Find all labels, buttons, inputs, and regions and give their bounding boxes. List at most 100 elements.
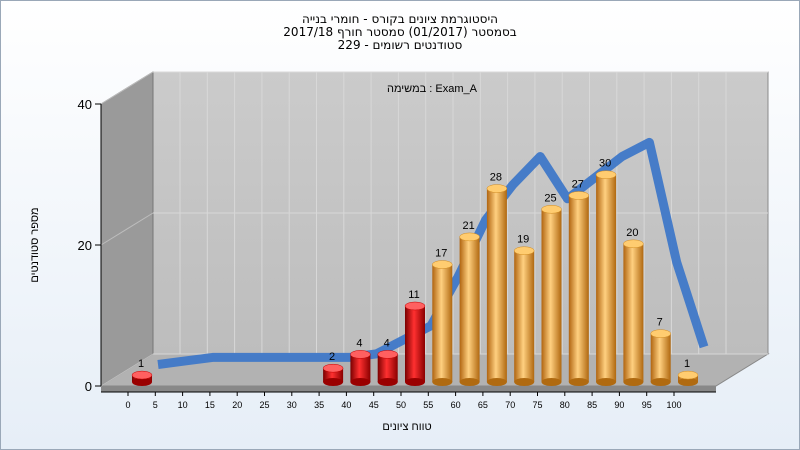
bar-base	[132, 378, 152, 386]
bar-top	[513, 246, 535, 255]
bar-body	[405, 306, 425, 382]
y-axis-label: מספר סטודנטים	[29, 207, 41, 282]
bar-base	[405, 378, 425, 386]
x-tick-label: 20	[232, 400, 242, 410]
bar-value-label: 25	[544, 192, 556, 204]
bar-50: 11	[404, 289, 426, 386]
bar-top	[350, 350, 371, 359]
bar-body	[377, 354, 398, 382]
bar-body	[432, 264, 453, 382]
x-tick-label: 55	[423, 400, 433, 410]
bar-top	[131, 370, 153, 380]
bar-0: 1	[131, 358, 153, 386]
bar-base	[323, 378, 344, 386]
x-tick-label: 45	[369, 400, 379, 410]
x-tick-label: 5	[153, 400, 158, 410]
bar-base	[623, 378, 644, 386]
y-tick-label: 20	[78, 238, 92, 253]
bar-body	[596, 174, 617, 382]
x-tick-label: 90	[614, 400, 624, 410]
bar-body	[486, 188, 507, 382]
bar-value-label: 4	[356, 337, 362, 349]
chart-title-line-2: בסמסטר (01/2017) סמסטר חורף 2017/18	[283, 25, 517, 39]
bar-base	[350, 378, 371, 386]
x-tick-label: 40	[341, 400, 351, 410]
grid-line-side	[100, 353, 154, 387]
x-tick-label: 75	[532, 400, 542, 410]
chart-title-line-1: היסטוגרמת ציונים בקורס - חומרי בנייה	[302, 12, 498, 26]
bar-base	[596, 378, 617, 386]
bar-value-label: 17	[435, 248, 447, 260]
bar-body	[514, 250, 535, 382]
axes: 0 20 40 0 5 10 15 20 25 30 35 40 45 50 55 60 65 70 75 80 85 9…	[78, 97, 716, 410]
bar-top	[541, 205, 562, 214]
bar-value-label: 28	[490, 172, 502, 184]
y-tick-label: 0	[85, 379, 92, 394]
bar-body	[623, 243, 644, 382]
bar-75: 25	[541, 192, 562, 386]
bar-base	[377, 378, 398, 386]
bar-value-label: 1	[138, 358, 144, 370]
x-tick-label: 35	[314, 400, 324, 410]
bar-95: 7	[650, 317, 671, 386]
bar-80: 27	[568, 178, 590, 386]
bar-base	[541, 378, 562, 386]
bar-85: 30	[595, 158, 617, 386]
bar-value-label: 2	[329, 351, 335, 363]
bar-top	[322, 363, 344, 373]
x-tick-label: 25	[259, 400, 269, 410]
bar-body	[350, 354, 371, 382]
bar-value-label: 19	[517, 234, 529, 246]
bar-top	[623, 239, 644, 249]
bar-top	[459, 232, 480, 242]
x-tick-label: 65	[478, 400, 488, 410]
bar-top	[677, 370, 699, 380]
x-tick-label: 0	[125, 400, 130, 410]
bar-base	[514, 378, 535, 386]
bar-body	[650, 333, 671, 382]
bar-value-label: 7	[657, 317, 663, 329]
bar-value-label: 27	[572, 178, 584, 190]
bar-top	[595, 170, 617, 179]
y-tick-label: 40	[78, 97, 92, 112]
bar-70: 19	[513, 234, 535, 386]
bar-35: 2	[322, 351, 344, 386]
bar-top	[404, 301, 426, 311]
bar-base	[486, 378, 507, 386]
bar-top	[377, 350, 398, 359]
bar-65: 28	[486, 172, 508, 386]
bar-base	[650, 378, 671, 386]
bar-value-label: 1	[684, 358, 690, 370]
bar-body	[541, 209, 562, 382]
bar-base	[568, 378, 589, 386]
bar-body	[568, 195, 589, 382]
trend-ribbon	[157, 137, 709, 369]
x-tick-label: 60	[451, 400, 461, 410]
x-tick-label: 50	[396, 400, 406, 410]
annotation-label: במשימה : Exam_A	[387, 83, 478, 95]
x-tick-label: 95	[642, 400, 652, 410]
x-tick-label: 10	[178, 400, 188, 410]
bar-top	[650, 329, 671, 338]
grid-line-side	[100, 71, 154, 105]
trend-line	[157, 137, 709, 369]
bar-value-label: 20	[626, 227, 638, 239]
bar-top	[568, 191, 590, 200]
bar-top	[486, 184, 508, 193]
bar-base	[678, 378, 698, 386]
x-tick-label: 15	[205, 400, 215, 410]
bar-45: 4	[377, 337, 398, 386]
bar-55: 17	[432, 248, 453, 386]
bar-value-label: 21	[462, 220, 474, 232]
floor-front-edge	[101, 386, 716, 392]
bar-base	[459, 378, 480, 386]
x-tick-label: 85	[587, 400, 597, 410]
bars: 1 2 4 4 11 17 21 28 19 25 27 30 20 7 1	[131, 158, 699, 386]
bar-value-label: 4	[384, 337, 390, 349]
bar-top	[432, 260, 453, 269]
bar-60: 21	[459, 220, 480, 386]
x-axis-label: טווח ציונים	[382, 421, 431, 433]
bar-base	[432, 378, 453, 386]
bar-100: 1	[677, 358, 699, 386]
